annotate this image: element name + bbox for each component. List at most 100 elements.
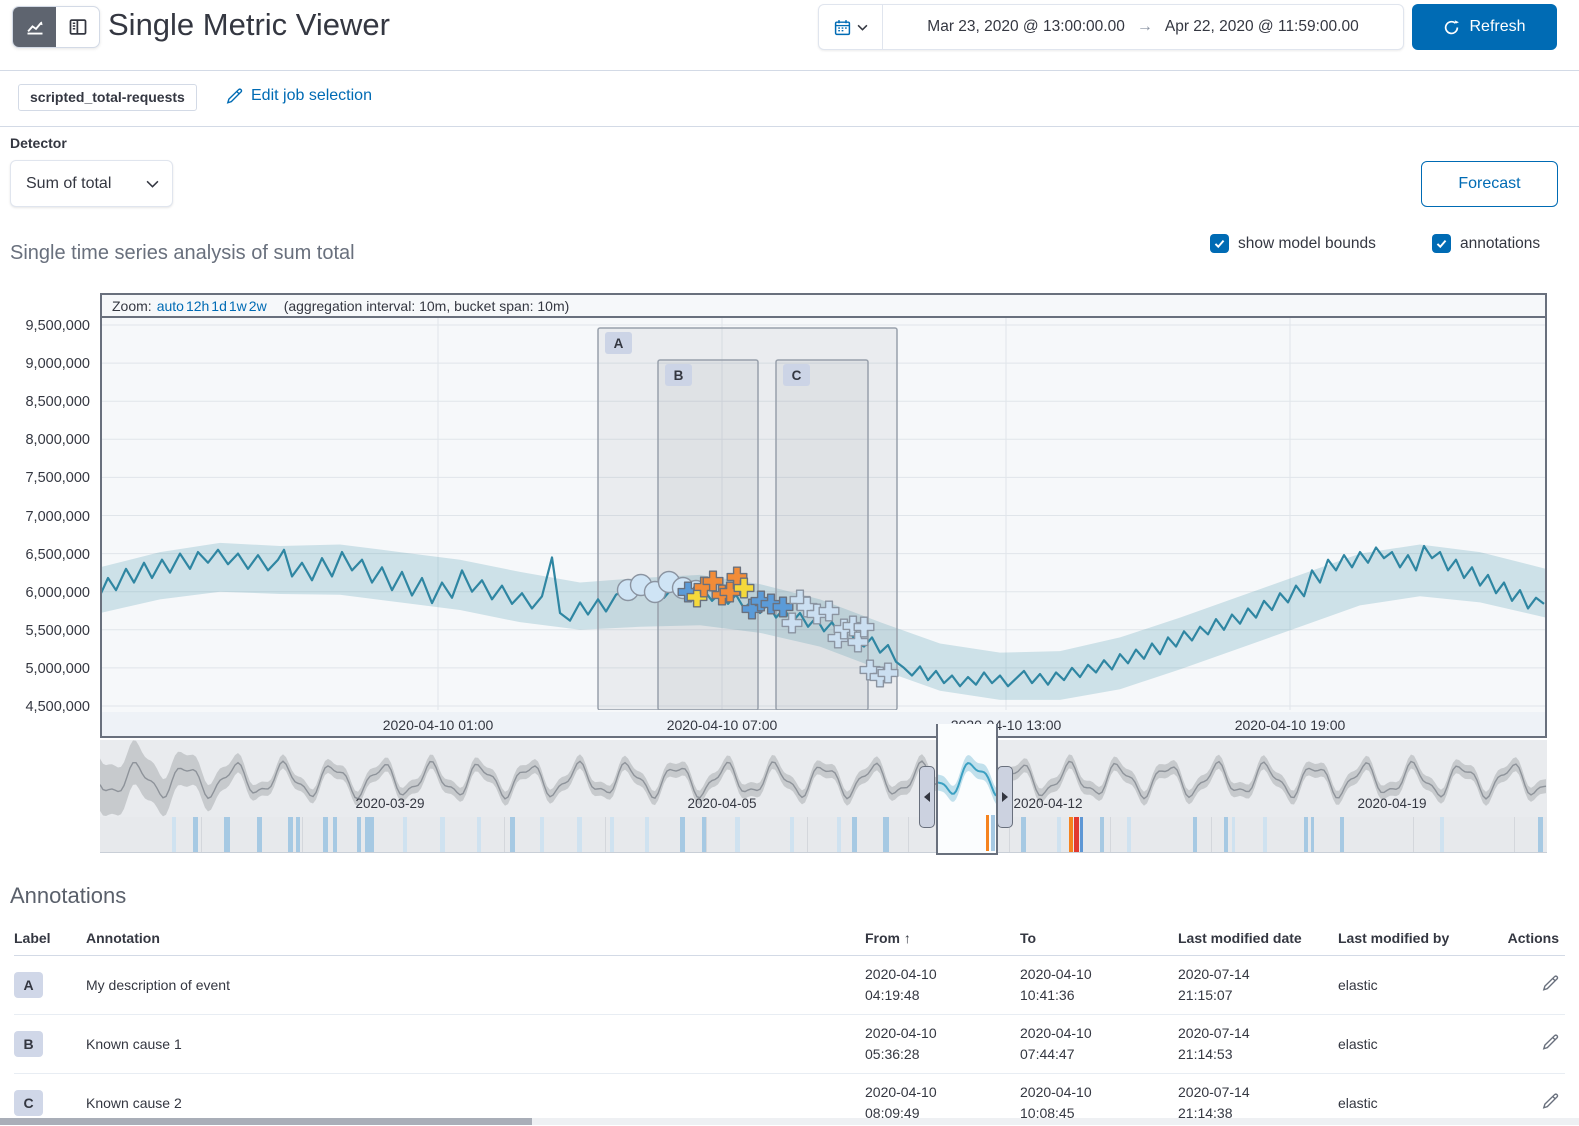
zoom-link-12h[interactable]: 12h [185,297,210,314]
show-model-bounds-label[interactable]: show model bounds [1238,234,1376,252]
swimlane-anomaly-bar-pale[interactable] [837,817,841,852]
swimlane-anomaly-bar-pale[interactable] [172,817,176,852]
annotation-box-C[interactable] [775,359,869,711]
edit-job-selection-link[interactable]: Edit job selection [226,87,372,105]
anomaly-marker-blue[interactable] [760,593,782,615]
swimlane-anomaly-bar-pale[interactable] [440,817,445,852]
swimlane-anomaly-bar-mid[interactable] [357,817,361,852]
swimlane-anomaly-bar-mid[interactable] [1021,817,1026,852]
show-model-bounds-checkbox[interactable] [1210,234,1229,253]
swimlane-anomaly-bar-pale[interactable] [1440,817,1444,852]
job-badge[interactable]: scripted_total-requests [18,84,197,111]
swimlane-anomaly-bar-pale[interactable] [540,817,544,852]
anomaly-marker-pale[interactable] [877,662,899,684]
annotation-actions[interactable] [1505,1073,1565,1126]
swimlane-anomaly-bar-pale[interactable] [645,817,649,852]
forecast-button[interactable]: Forecast [1421,161,1558,207]
swimlane-anomaly-bar-pale[interactable] [735,817,740,852]
swimlane-anomaly-bar-pale[interactable] [610,817,614,852]
swimlane-anomaly-bar-mid[interactable] [1224,817,1228,852]
swimlane-anomaly-bar-pale[interactable] [790,817,794,852]
annotation-box-B[interactable] [657,359,759,711]
swimlane-anomaly-bar-orange[interactable] [1069,817,1073,852]
swimlane-anomaly-bar-mid[interactable] [1340,817,1344,852]
swimlane-anomaly-bar-mid[interactable] [991,815,995,851]
anomaly-marker-pale[interactable] [853,616,875,638]
zoom-link-auto[interactable]: auto [156,297,184,314]
swimlane-anomaly-bar-mid[interactable] [333,817,337,852]
swimlane-anomaly-bar-pale[interactable] [403,817,407,852]
anomaly-marker-blue[interactable] [741,598,763,620]
swimlane-anomaly-bar-orange[interactable] [986,815,989,851]
swimlane-anomaly-bar-mid[interactable] [1304,817,1308,852]
swimlane-anomaly-bar-pale[interactable] [1263,817,1267,852]
brush-handle-right[interactable] [997,766,1013,828]
annotation-row-C[interactable]: C Known cause 2 2020-04-10 08:09:49 2020-… [14,1073,1565,1126]
edit-annotation-icon[interactable] [1542,1093,1559,1110]
annotations-checkbox[interactable] [1432,234,1451,253]
swimlane-anomaly-bar-mid[interactable] [680,817,685,852]
anomaly-marker-pale[interactable] [781,612,803,634]
anomaly-swimlane[interactable] [100,817,1547,853]
swimlane-anomaly-bar-mid[interactable] [883,817,889,852]
detector-select[interactable]: Sum of total [10,160,173,207]
swimlane-anomaly-bar-mid[interactable] [510,817,515,852]
annotation-actions[interactable] [1505,1014,1565,1074]
swimlane-anomaly-bar-mid[interactable] [257,817,262,852]
single-metric-viewer-toggle[interactable] [13,7,56,47]
annotations-checkbox-label[interactable]: annotations [1460,234,1541,252]
swimlane-anomaly-bar-mid[interactable] [323,817,328,852]
col-from[interactable]: From ↑ [865,920,1020,956]
col-label[interactable]: Label [14,920,86,956]
col-annotation[interactable]: Annotation [86,920,865,956]
swimlane-anomaly-bar-mid[interactable] [1193,817,1197,852]
annotation-row-B[interactable]: B Known cause 1 2020-04-10 05:36:28 2020-… [14,1014,1565,1074]
swimlane-anomaly-bar-mid[interactable] [1538,817,1543,852]
brush-handle-left[interactable] [919,766,935,828]
swimlane-anomaly-bar-mid[interactable] [288,817,293,852]
time-selection-brush[interactable] [936,724,998,855]
swimlane-anomaly-bar-mid[interactable] [1311,817,1314,852]
date-range-picker[interactable]: Mar 23, 2020 @ 13:00:00.00 → Apr 22, 202… [818,4,1404,50]
annotation-actions[interactable] [1505,955,1565,1015]
swimlane-anomaly-bar-mid[interactable] [1100,817,1104,852]
edit-annotation-icon[interactable] [1542,975,1559,992]
anomaly-marker-pale[interactable] [818,600,840,622]
swimlane-anomaly-bar-mid[interactable] [193,817,198,852]
annotation-row-A[interactable]: A My description of event 2020-04-10 04:1… [14,955,1565,1015]
col-last-modified-date[interactable]: Last modified date [1178,920,1338,956]
date-from[interactable]: Mar 23, 2020 @ 13:00:00.00 [927,18,1125,35]
swimlane-anomaly-bar-blue[interactable] [1080,817,1083,852]
horizontal-scrollbar[interactable] [0,1118,1579,1125]
swimlane-anomaly-bar-pale[interactable] [477,817,481,852]
anomaly-marker-yellow[interactable] [733,577,755,599]
anomaly-marker-blue[interactable] [772,596,794,618]
swimlane-anomaly-bar-pale[interactable] [1232,817,1235,852]
context-chart[interactable]: 2020-03-29 2020-04-05 2020-04-12 2020-04-19 [99,740,1547,817]
main-timeseries-chart[interactable]: A B C [98,318,1546,711]
swimlane-anomaly-bar-pale[interactable] [1057,817,1061,852]
anomaly-marker-blue[interactable] [677,581,699,603]
zoom-link-1d[interactable]: 1d [211,297,227,314]
swimlane-anomaly-bar-mid[interactable] [296,817,300,852]
swimlane-anomaly-bar-mid[interactable] [852,817,857,852]
swimlane-anomaly-bar-mid[interactable] [702,817,706,852]
zoom-link-1w[interactable]: 1w [228,297,247,314]
swimlane-anomaly-bar-mid[interactable] [224,817,230,852]
swimlane-anomaly-bar-pale[interactable] [577,817,582,852]
edit-annotation-icon[interactable] [1542,1034,1559,1051]
refresh-button[interactable]: Refresh [1412,4,1557,50]
anomaly-marker-orange[interactable] [719,581,741,603]
anomaly-explorer-toggle[interactable] [56,7,99,47]
col-to[interactable]: To [1020,920,1178,956]
horizontal-scrollbar-thumb[interactable] [0,1118,532,1125]
swimlane-anomaly-bar-red[interactable] [1074,817,1079,852]
zoom-link-2w[interactable]: 2w [248,297,267,314]
anomaly-marker-orange[interactable] [702,570,724,592]
swimlane-anomaly-bar-pale[interactable] [1127,817,1131,852]
anomaly-marker-pale[interactable] [847,631,869,653]
date-to[interactable]: Apr 22, 2020 @ 11:59:00.00 [1164,18,1359,35]
date-picker-menu-button[interactable] [819,5,883,49]
col-last-modified-by[interactable]: Last modified by [1338,920,1505,956]
swimlane-anomaly-bar-mid[interactable] [365,817,374,852]
